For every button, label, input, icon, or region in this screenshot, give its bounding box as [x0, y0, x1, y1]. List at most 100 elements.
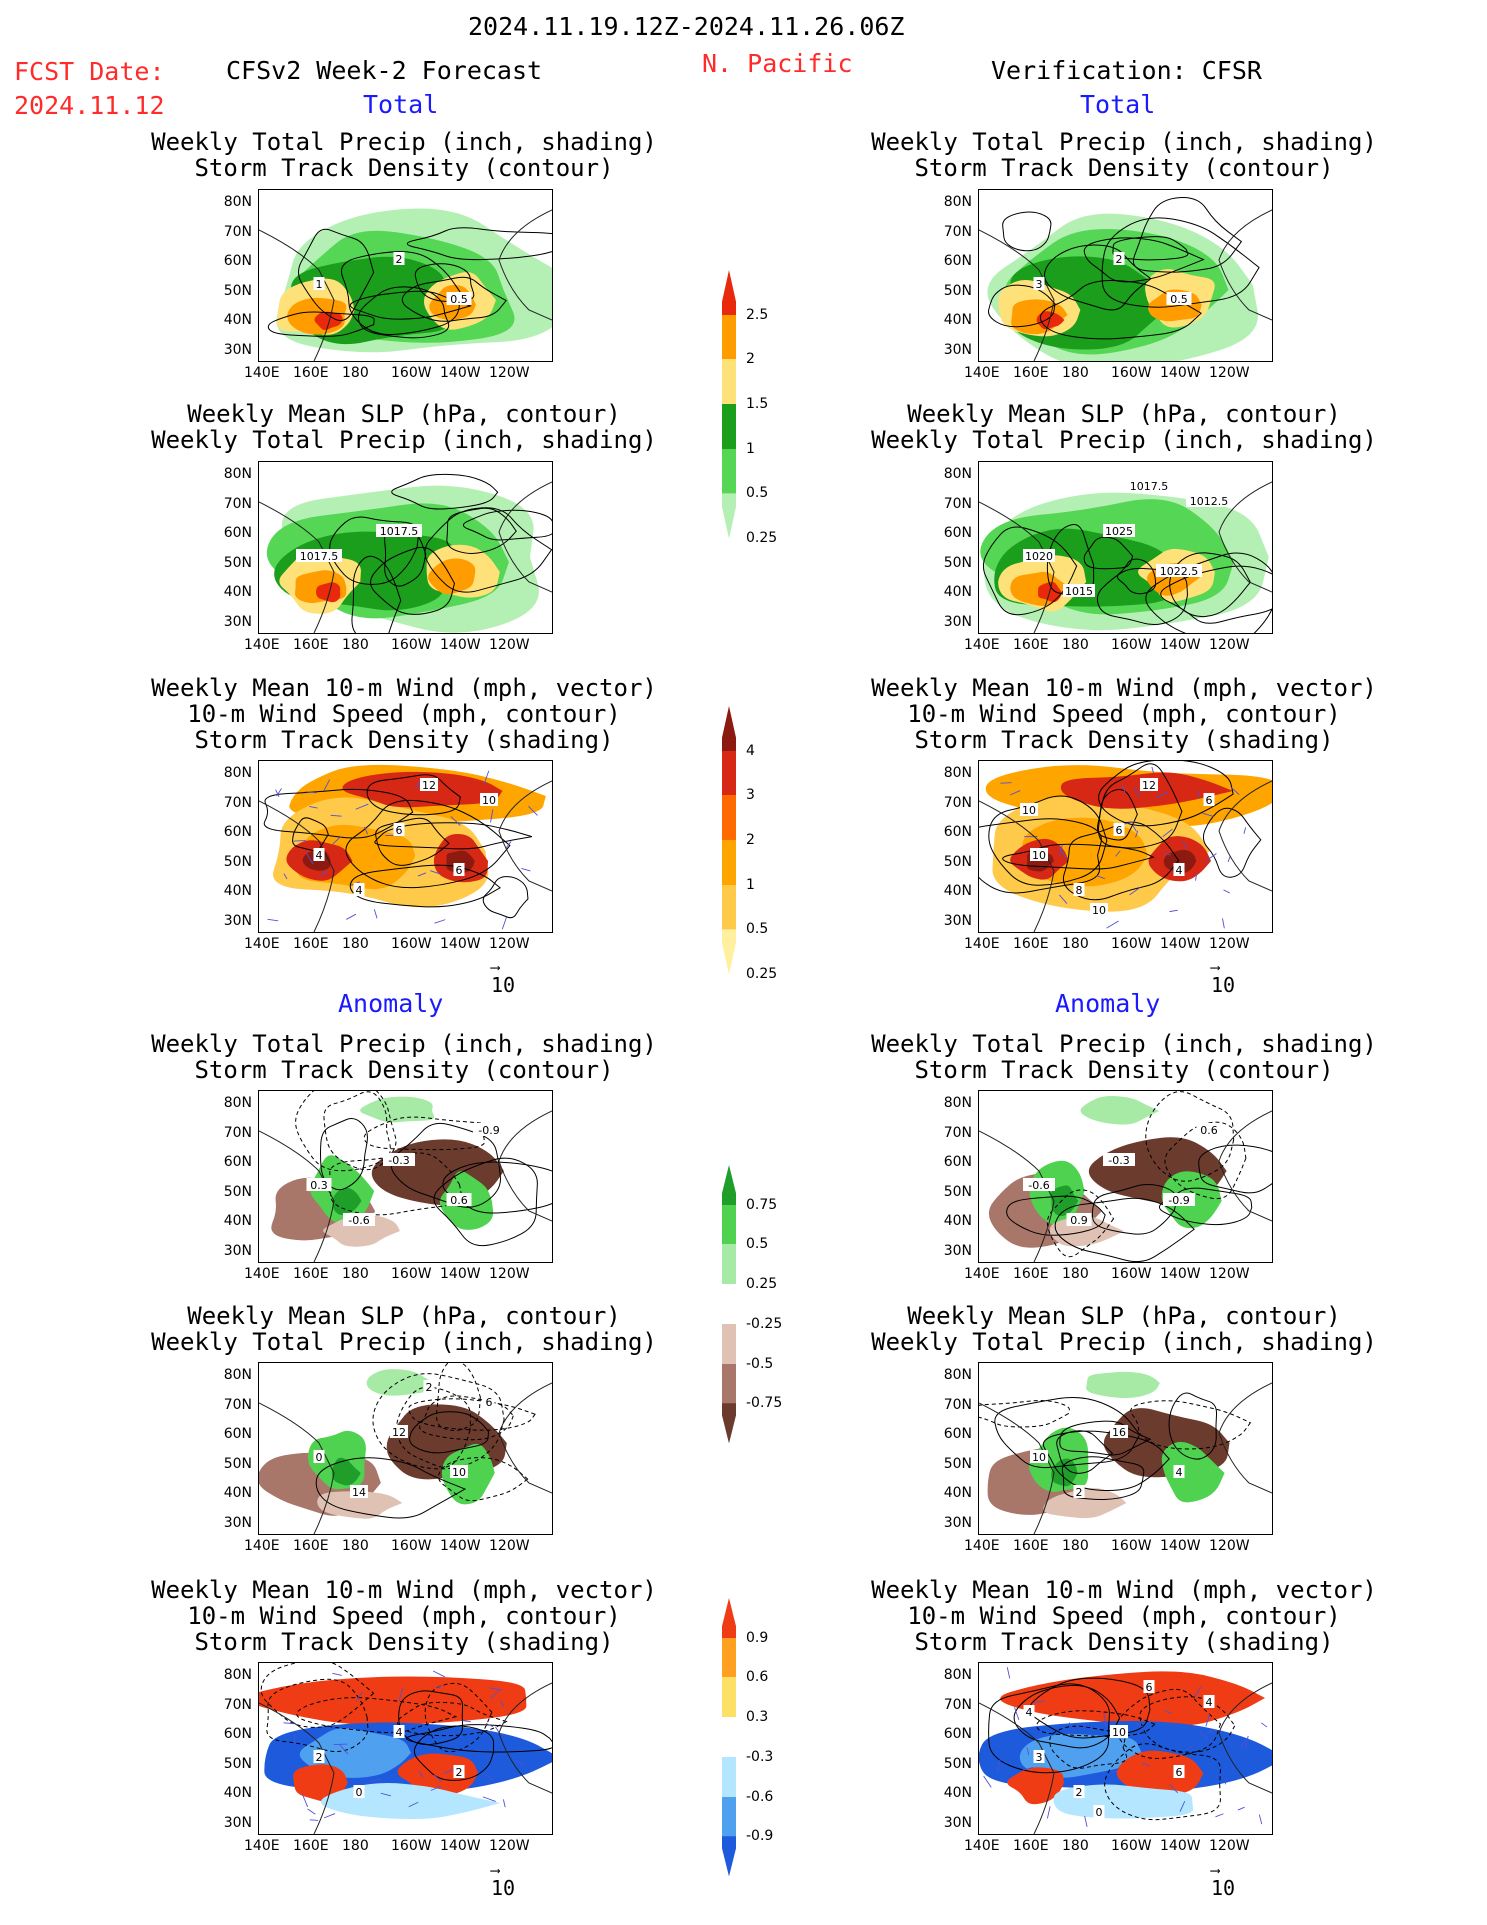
- coastline: [1218, 1382, 1272, 1494]
- lon-label: 160E: [293, 1266, 329, 1282]
- contour-label: 0.6: [450, 1194, 468, 1207]
- lon-label: 120W: [1209, 637, 1250, 653]
- lon-label: 180: [342, 1266, 369, 1282]
- lat-label: 80N: [943, 1667, 972, 1683]
- contour-line: [1139, 1696, 1236, 1753]
- lon-label: 140E: [244, 365, 280, 381]
- lat-label: 60N: [223, 1426, 252, 1442]
- map-panel-forecast: 2 4 2 0: [258, 1662, 553, 1835]
- wind-vector: [1244, 1735, 1249, 1750]
- colorbar-segment: [722, 1598, 736, 1639]
- lon-label: 180: [1062, 1838, 1089, 1854]
- wind-vector: [1164, 1710, 1172, 1715]
- contour-label-bg: [343, 1213, 375, 1226]
- wind-vector: [435, 1685, 442, 1689]
- wind-vector: [1202, 812, 1215, 817]
- wind-vector: [307, 1808, 316, 1815]
- contour-line: [406, 227, 552, 261]
- wind-vector: [1205, 1713, 1211, 1727]
- panel-title-forecast: Storm Track Density (contour): [194, 1056, 614, 1084]
- lon-label: 140E: [244, 637, 280, 653]
- wind-vector: [1022, 1767, 1034, 1771]
- vector-reference-value: 10: [1211, 1876, 1236, 1900]
- wind-vector: [430, 870, 440, 875]
- coastline: [1218, 1682, 1272, 1794]
- lon-label: 120W: [489, 1838, 530, 1854]
- contour-label-bg: [296, 549, 342, 562]
- anom-shade: [1086, 1371, 1160, 1399]
- contour-line: [340, 251, 461, 336]
- contour-label: 1017.5: [380, 525, 419, 538]
- map-plot: 0 12 10 14 6 2: [259, 1363, 552, 1534]
- wind-vector: [1230, 786, 1240, 795]
- left-total-label: Total: [363, 90, 439, 119]
- lon-label: 140W: [1160, 365, 1201, 381]
- lat-label: 40N: [943, 1213, 972, 1229]
- colorbar-segment: [722, 1717, 736, 1758]
- wind-vector: [309, 1819, 319, 1821]
- contour-label-bg: [353, 883, 365, 896]
- contour-label-bg: [313, 848, 325, 861]
- lat-label: 40N: [223, 883, 252, 899]
- contour-line: [1013, 1684, 1121, 1749]
- fcst-date-label: FCST Date:: [14, 57, 165, 86]
- map-panel-forecast: 0.3 -0.3 0.6 -0.6 -0.9: [258, 1090, 553, 1263]
- lon-label: 180: [1062, 365, 1089, 381]
- contour-line: [408, 1398, 536, 1431]
- contour-label-bg: [1110, 1725, 1128, 1738]
- contour-line: [1097, 763, 1183, 849]
- map-plot: 320.5: [979, 197, 1272, 361]
- panel-title-verification: Storm Track Density (contour): [914, 1056, 1334, 1084]
- lat-label: 40N: [943, 1485, 972, 1501]
- lat-label: 40N: [223, 584, 252, 600]
- anom-shade: [1000, 1671, 1265, 1727]
- contour-label-bg: [1093, 1805, 1105, 1818]
- lon-label: 140W: [1160, 1266, 1201, 1282]
- lat-label: 70N: [223, 1696, 252, 1713]
- colorbar-label: 0.3: [746, 1709, 769, 1726]
- contour-label-bg: [1196, 1123, 1222, 1136]
- wind-vector: [983, 1775, 992, 1788]
- contour-line: [292, 817, 329, 852]
- wind-vector: [482, 1796, 496, 1802]
- contour-label: 6: [486, 1396, 493, 1409]
- contour-label: 0.6: [1200, 1124, 1218, 1137]
- contour-label-bg: [393, 252, 405, 265]
- contour-label: 6: [1146, 1681, 1153, 1694]
- contour-label-bg: [1033, 277, 1045, 290]
- lon-label: 160W: [1111, 936, 1152, 952]
- lat-label: 40N: [223, 1785, 252, 1801]
- wind-vector: [323, 779, 331, 792]
- lon-label: 120W: [1209, 365, 1250, 381]
- contour-line: [1164, 1121, 1247, 1200]
- wind-vector: [339, 1744, 349, 1755]
- lat-label: 70N: [943, 1696, 972, 1713]
- contour-line: [1145, 1091, 1235, 1182]
- panel-title-verification: Weekly Mean SLP (hPa, contour): [907, 1302, 1341, 1330]
- wind-vector: [1096, 875, 1105, 879]
- lon-label: 180: [1062, 1538, 1089, 1554]
- panel-title-forecast: Weekly Total Precip (inch, shading): [151, 1328, 657, 1356]
- wind-vector: [323, 1813, 336, 1819]
- map-panel-verification: 10 6 4 8 6 12 10 10: [978, 760, 1273, 933]
- contour-label: 10: [1092, 904, 1106, 917]
- coastline: [259, 1402, 335, 1534]
- lon-label: 160E: [1013, 1266, 1049, 1282]
- precip-shade: [428, 558, 476, 595]
- wind-vector: [1169, 909, 1178, 913]
- contour-label: 4: [1206, 1696, 1213, 1709]
- date-range: 2024.11.19.12Z-2024.11.26.06Z: [468, 12, 905, 41]
- contour-label-bg: [1163, 1193, 1195, 1206]
- map-panel-verification: 3 2 0.5: [978, 189, 1273, 362]
- contour-label: 4: [1176, 1466, 1183, 1479]
- contour-label: 4: [1026, 1706, 1033, 1719]
- wind-vector: [485, 1722, 494, 1728]
- anom-shade: [366, 1369, 433, 1396]
- lat-label: 60N: [943, 1726, 972, 1742]
- contour-line: [320, 1118, 368, 1191]
- wind-vector: [1026, 1747, 1030, 1756]
- contour-label: 0: [356, 1786, 363, 1799]
- lat-label: 50N: [943, 282, 972, 299]
- wind-vector: [1115, 850, 1121, 857]
- contour-line: [396, 1386, 472, 1468]
